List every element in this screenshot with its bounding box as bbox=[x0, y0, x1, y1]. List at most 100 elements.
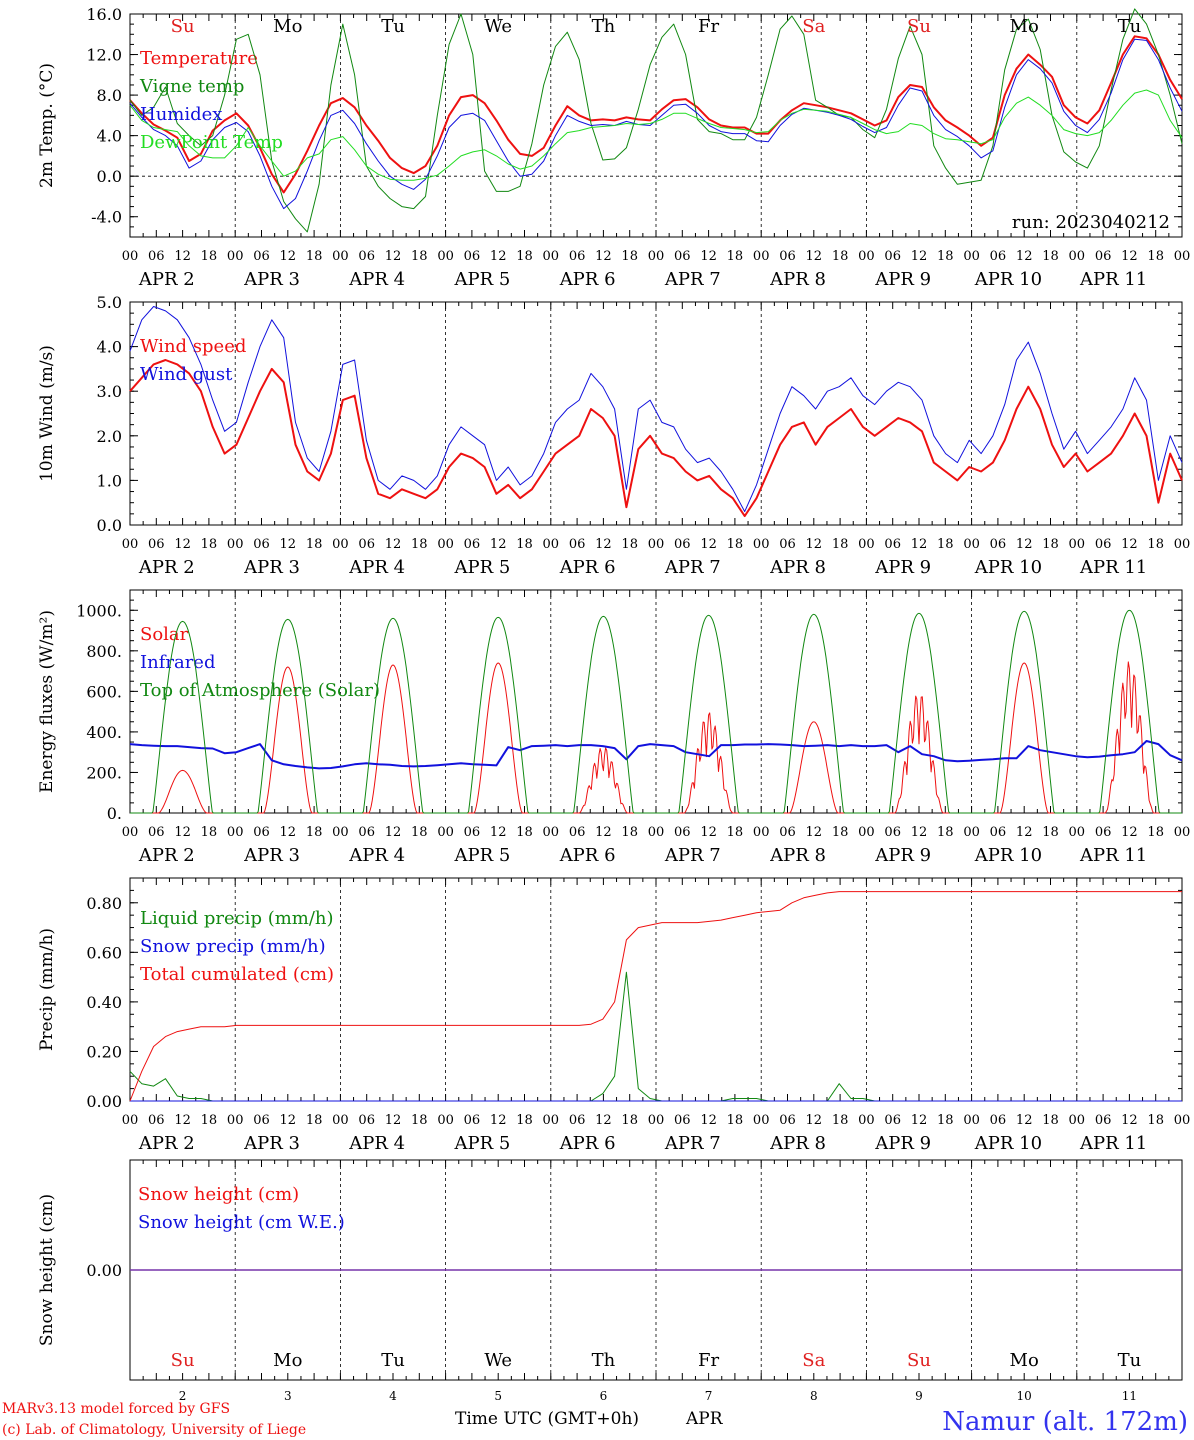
hour-tick-label: 00 bbox=[858, 537, 875, 552]
hour-tick-label: 06 bbox=[358, 1113, 375, 1128]
hour-tick-label: 06 bbox=[884, 825, 901, 840]
hour-tick-label: 06 bbox=[464, 537, 481, 552]
hour-tick-label: 12 bbox=[174, 537, 191, 552]
legend-entry-2: Snow height (cm W.E.) bbox=[138, 1212, 345, 1233]
day-number-label: 6 bbox=[600, 1389, 608, 1403]
hour-tick-label: 00 bbox=[648, 1113, 665, 1128]
hour-tick-label: 00 bbox=[543, 537, 560, 552]
hour-tick-label: 06 bbox=[674, 825, 691, 840]
hour-tick-label: 06 bbox=[779, 825, 796, 840]
hour-tick-label: 12 bbox=[700, 1113, 717, 1128]
hour-tick-label: 00 bbox=[543, 825, 560, 840]
hour-tick-label: 12 bbox=[1121, 249, 1138, 264]
y-tick-label: 600. bbox=[86, 682, 122, 701]
weekday-label: Mo bbox=[273, 1350, 302, 1371]
weekday-label: Sa bbox=[802, 1350, 825, 1371]
hour-tick-label: 12 bbox=[911, 537, 928, 552]
y-axis-title: 2m Temp. (°C) bbox=[37, 63, 57, 188]
hour-tick-label: 06 bbox=[253, 537, 270, 552]
hour-tick-label: 12 bbox=[806, 249, 823, 264]
hour-tick-label: 06 bbox=[990, 249, 1007, 264]
y-tick-label: 0.00 bbox=[86, 1261, 122, 1280]
date-label: APR 2 bbox=[138, 845, 195, 866]
hour-tick-label: 00 bbox=[1069, 249, 1086, 264]
y-tick-label: 800. bbox=[86, 642, 122, 661]
hour-tick-label: 12 bbox=[174, 249, 191, 264]
hour-tick-label: 06 bbox=[464, 249, 481, 264]
hour-tick-label: 00 bbox=[122, 825, 139, 840]
day-number-label: 9 bbox=[915, 1389, 923, 1403]
panel-frame bbox=[129, 589, 1183, 814]
y-tick-label: 0.00 bbox=[86, 1092, 122, 1111]
hour-tick-label: 18 bbox=[1147, 825, 1164, 840]
hour-tick-label: 06 bbox=[1095, 537, 1112, 552]
y-tick-label: 12.0 bbox=[86, 46, 122, 65]
hour-tick-label: 18 bbox=[411, 1113, 428, 1128]
date-label: APR 6 bbox=[559, 1133, 616, 1154]
hour-tick-label: 06 bbox=[779, 249, 796, 264]
legend-entry-4: DewPoint Temp bbox=[140, 132, 283, 153]
hour-tick-label: 06 bbox=[990, 825, 1007, 840]
hour-tick-label: 12 bbox=[1016, 249, 1033, 264]
date-label: APR 6 bbox=[559, 269, 616, 290]
date-label: APR 3 bbox=[243, 557, 300, 578]
date-label: APR 9 bbox=[874, 845, 931, 866]
day-number-label: 2 bbox=[179, 1389, 187, 1403]
hour-tick-label: 06 bbox=[253, 1113, 270, 1128]
hour-tick-label: 12 bbox=[1016, 537, 1033, 552]
legend-entry-3: Humidex bbox=[140, 104, 222, 125]
hour-tick-label: 18 bbox=[306, 249, 323, 264]
y-tick-label: 5.0 bbox=[97, 293, 122, 312]
hour-tick-label: 06 bbox=[148, 1113, 165, 1128]
hour-tick-label: 00 bbox=[753, 1113, 770, 1128]
hour-tick-label: 00 bbox=[122, 249, 139, 264]
hour-tick-label: 18 bbox=[832, 1113, 849, 1128]
series-line-1 bbox=[129, 359, 1183, 518]
panel-3: 0. 200. 400. 600. 800. 1000. Energy fluxes (W/… bbox=[37, 589, 1190, 866]
y-axis-title: Precip (mm/h) bbox=[37, 928, 57, 1051]
hour-tick-label: 12 bbox=[280, 1113, 297, 1128]
hour-tick-label: 18 bbox=[621, 249, 638, 264]
hour-tick-label: 00 bbox=[858, 249, 875, 264]
y-tick-label: 2.0 bbox=[97, 427, 122, 446]
hour-tick-label: 06 bbox=[148, 249, 165, 264]
y-tick-label: 0.0 bbox=[97, 516, 122, 535]
date-label: APR 4 bbox=[348, 269, 405, 290]
hour-tick-label: 06 bbox=[464, 825, 481, 840]
hour-tick-label: 00 bbox=[543, 249, 560, 264]
panel-4: 0.00 0.20 0.40 0.60 0.80 Precip (mm/h) Liquid … bbox=[37, 877, 1190, 1154]
hour-tick-label: 12 bbox=[280, 537, 297, 552]
hour-tick-label: 00 bbox=[227, 249, 244, 264]
hour-tick-label: 00 bbox=[1174, 537, 1191, 552]
series-line-3 bbox=[129, 38, 1183, 210]
weekday-label: Tu bbox=[381, 16, 405, 37]
hour-tick-label: 00 bbox=[437, 1113, 454, 1128]
hour-tick-label: 18 bbox=[1042, 825, 1059, 840]
y-axis-title: Snow height (cm) bbox=[37, 1194, 57, 1346]
date-label: APR 3 bbox=[243, 1133, 300, 1154]
hour-tick-label: 06 bbox=[674, 249, 691, 264]
y-tick-label: 0.20 bbox=[86, 1042, 122, 1061]
date-label: APR 8 bbox=[769, 845, 826, 866]
hour-tick-label: 00 bbox=[963, 537, 980, 552]
hour-tick-label: 18 bbox=[621, 1113, 638, 1128]
hour-tick-label: 12 bbox=[490, 1113, 507, 1128]
hour-tick-label: 06 bbox=[884, 249, 901, 264]
date-label: APR 8 bbox=[769, 1133, 826, 1154]
day-number-label: 10 bbox=[1017, 1389, 1032, 1403]
hour-tick-label: 00 bbox=[332, 537, 349, 552]
weekday-label: Tu bbox=[1118, 16, 1142, 37]
hour-tick-label: 00 bbox=[1069, 537, 1086, 552]
date-label: APR 3 bbox=[243, 845, 300, 866]
weekday-label: Th bbox=[592, 16, 616, 37]
y-tick-label: 0. bbox=[107, 804, 122, 823]
weekday-label: Tu bbox=[1118, 1350, 1142, 1371]
hour-tick-label: 12 bbox=[911, 249, 928, 264]
hour-tick-label: 00 bbox=[648, 825, 665, 840]
hour-tick-label: 12 bbox=[595, 825, 612, 840]
date-label: APR 5 bbox=[453, 845, 510, 866]
hour-tick-label: 06 bbox=[569, 1113, 586, 1128]
weekday-label: Sa bbox=[802, 16, 825, 37]
